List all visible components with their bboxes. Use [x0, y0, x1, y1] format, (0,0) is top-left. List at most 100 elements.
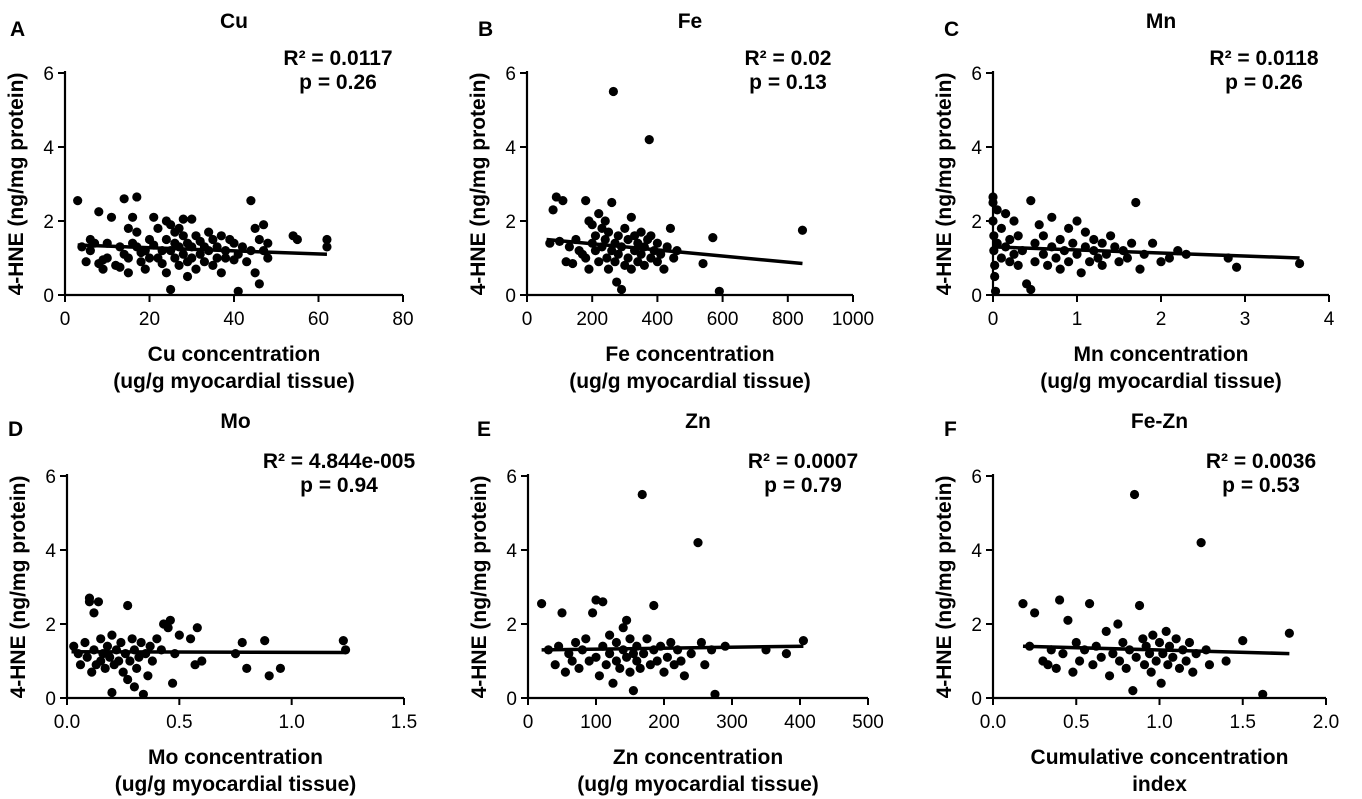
data-point — [1148, 630, 1158, 640]
data-point — [147, 656, 157, 666]
y-tick-label: 4 — [505, 138, 516, 159]
data-point — [622, 652, 632, 662]
x-tick-label: 100 — [580, 712, 612, 733]
y-tick-label: 2 — [971, 615, 982, 636]
data-point — [644, 135, 654, 145]
data-point — [608, 678, 618, 688]
data-point — [96, 634, 106, 644]
data-point — [161, 234, 171, 245]
data-point — [1146, 667, 1156, 677]
data-point — [564, 242, 574, 252]
regression-line — [546, 237, 803, 266]
data-point — [1148, 238, 1158, 248]
data-point — [990, 260, 1000, 270]
y-tick-label: 6 — [505, 64, 516, 85]
data-point — [1113, 619, 1123, 629]
data-point — [710, 689, 720, 699]
data-point — [85, 246, 95, 256]
data-point — [1093, 253, 1103, 263]
y-tick-label: 6 — [971, 64, 982, 85]
data-point — [603, 227, 614, 237]
y-tick-label: 2 — [971, 212, 982, 233]
y-axis-label: 4-HNE (ng/mg protein) — [468, 476, 491, 699]
data-point — [192, 623, 202, 633]
data-point — [1018, 599, 1028, 609]
data-point — [187, 253, 197, 263]
data-point — [263, 238, 273, 248]
data-point — [69, 641, 79, 651]
data-point — [1064, 223, 1074, 233]
data-point — [1026, 196, 1036, 206]
panel-letter: C — [944, 18, 959, 41]
data-point — [996, 253, 1007, 263]
x-tick-label: 200 — [576, 309, 608, 330]
data-point — [989, 231, 999, 241]
data-point — [1030, 257, 1040, 267]
data-point — [1114, 656, 1125, 666]
data-point — [665, 223, 676, 233]
data-point — [1009, 249, 1019, 259]
data-point — [584, 656, 594, 666]
data-point — [250, 223, 260, 233]
data-point — [128, 212, 138, 222]
data-point — [1127, 238, 1137, 248]
data-point — [1055, 234, 1065, 245]
data-point — [1051, 663, 1061, 674]
data-point — [204, 227, 214, 237]
data-point — [1089, 234, 1099, 245]
data-point — [178, 249, 188, 259]
data-point — [1156, 678, 1166, 688]
y-tick-label: 6 — [971, 467, 982, 488]
data-point — [611, 637, 622, 648]
data-point — [605, 630, 615, 640]
y-tick-label: 0 — [43, 286, 54, 307]
data-point — [696, 637, 707, 648]
data-point — [603, 264, 614, 274]
data-point — [598, 597, 608, 607]
data-point — [178, 214, 188, 224]
data-point — [254, 234, 264, 245]
data-point — [1097, 260, 1107, 270]
data-point — [625, 667, 635, 677]
data-point — [132, 663, 142, 674]
data-point — [199, 257, 210, 267]
data-point — [574, 663, 584, 674]
data-point — [87, 667, 97, 677]
x-tick-label: 1.0 — [278, 712, 304, 733]
r-squared-label: R² = 0.0118 — [1209, 47, 1318, 70]
data-point — [185, 634, 196, 644]
data-point — [679, 671, 690, 681]
data-point — [1030, 608, 1040, 618]
x-tick-label: 80 — [392, 309, 413, 330]
data-point — [662, 652, 673, 662]
data-point — [174, 630, 184, 640]
data-point — [632, 656, 642, 666]
data-point — [1074, 656, 1085, 666]
data-point — [1084, 599, 1095, 609]
y-tick-label: 6 — [43, 64, 54, 85]
data-point — [134, 652, 144, 662]
data-point — [558, 196, 568, 206]
r-squared-label: R² = 0.0036 — [1206, 450, 1316, 473]
data-point — [1129, 489, 1140, 500]
x-tick-label: 800 — [772, 309, 804, 330]
data-point — [1121, 663, 1131, 674]
data-point — [537, 599, 547, 609]
x-axis-label-line-1: Fe concentration — [605, 343, 774, 366]
x-axis-label-line-1: Cumulative concentration — [1031, 746, 1289, 769]
data-point — [1108, 649, 1118, 659]
data-point — [990, 286, 1001, 296]
data-point — [564, 649, 574, 659]
data-point — [1122, 253, 1132, 263]
data-point — [626, 264, 636, 274]
data-point — [229, 238, 239, 248]
data-point — [594, 671, 605, 681]
data-point — [119, 194, 129, 204]
data-point — [1134, 600, 1145, 611]
data-point — [170, 253, 180, 263]
y-tick-label: 0 — [45, 689, 56, 710]
